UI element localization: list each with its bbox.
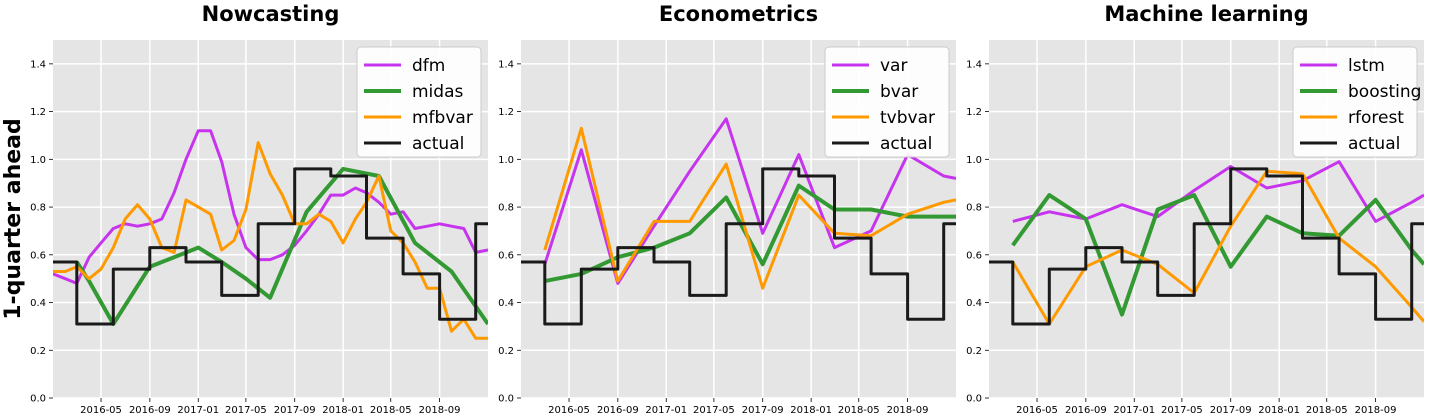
x-tick-label: 2016-09	[597, 405, 639, 416]
chart-title: Nowcasting	[202, 2, 340, 26]
x-tick-label: 2016-09	[129, 405, 171, 416]
x-tick-label: 2016-05	[548, 405, 590, 416]
x-tick-label: 2018-01	[1258, 405, 1300, 416]
y-tick-label: 0.6	[30, 250, 46, 261]
series-line-dfm	[53, 129, 488, 285]
y-tick-label: 0.2	[498, 346, 514, 357]
legend-label-actual: actual	[1348, 134, 1400, 154]
y-tick-label: 1.4	[30, 59, 46, 70]
x-tick-label: 2017-01	[177, 405, 219, 416]
legend-box	[1292, 46, 1418, 158]
x-tick-label: 2018-05	[370, 405, 412, 416]
y-tick-label: 1.0	[498, 155, 514, 166]
x-tick-label: 2018-09	[887, 405, 929, 416]
x-tick-label: 2017-05	[225, 405, 267, 416]
panel-machine-learning: 0.0 0.2 0.4 0.6 0.8 1.0 1.2 1.4 2016-05 2016-09 20…	[966, 2, 1424, 416]
y-tick-label: 0.4	[498, 298, 514, 309]
chart-title: Econometrics	[659, 2, 818, 26]
y-tick-label: 1.2	[498, 107, 514, 118]
x-tick-label: 2018-01	[790, 405, 832, 416]
y-tick-label: 1.2	[30, 107, 46, 118]
x-tick-label: 2017-01	[1113, 405, 1155, 416]
series-group	[989, 160, 1424, 326]
y-tick-label: 0.0	[966, 394, 982, 405]
series-line-actual	[521, 167, 956, 326]
y-tick-label: 1.0	[966, 155, 982, 166]
legend-label-rforest: rforest	[1348, 108, 1404, 128]
legend-label-bvar: bvar	[880, 82, 918, 102]
legend-label-actual: actual	[880, 134, 932, 154]
y-tick-label: 1.4	[966, 59, 982, 70]
x-tick-label: 2018-01	[322, 405, 364, 416]
legend-label-mfbvar: mfbvar	[412, 108, 473, 128]
y-tick-label: 1.4	[498, 59, 514, 70]
x-tick-label: 2016-05	[80, 405, 122, 416]
y-tick-label: 0.2	[30, 346, 46, 357]
y-tick-label: 0.0	[498, 394, 514, 405]
chart-title: Machine learning	[1104, 2, 1308, 26]
x-tick-label: 2016-05	[1016, 405, 1058, 416]
legend-box	[824, 46, 950, 158]
legend: dfm midas mfbvar actual	[356, 46, 482, 158]
y-tick-label: 0.8	[966, 203, 982, 214]
y-tick-label: 0.0	[30, 394, 46, 405]
x-tick-label: 2018-05	[1306, 405, 1348, 416]
series-line-actual	[53, 167, 488, 326]
series-line-actual	[989, 167, 1424, 326]
legend: lstm boosting rforest actual	[1292, 46, 1421, 158]
x-tick-label: 2017-05	[693, 405, 735, 416]
legend-label-boosting: boosting	[1348, 82, 1421, 102]
y-tick-label: 0.8	[498, 203, 514, 214]
legend-label-actual: actual	[412, 134, 464, 154]
legend-box	[356, 46, 482, 158]
x-tick-label: 2016-09	[1065, 405, 1107, 416]
panel-nowcasting: 0.0 0.2 0.4 0.6 0.8 1.0 1.2 1.4 2016-05 2016-09 20…	[1, 2, 488, 416]
y-tick-label: 1.0	[30, 155, 46, 166]
panel-econometrics: 0.0 0.2 0.4 0.6 0.8 1.0 1.2 1.4 2016-05 2016-09 20…	[498, 2, 956, 416]
x-tick-label: 2018-09	[1355, 405, 1397, 416]
x-tick-label: 2018-09	[419, 405, 461, 416]
y-tick-label: 0.4	[30, 298, 46, 309]
y-axis-label: 1-quarter ahead	[1, 118, 26, 320]
legend-label-dfm: dfm	[412, 56, 445, 76]
legend-label-midas: midas	[412, 82, 463, 102]
legend-label-tvbvar: tvbvar	[880, 108, 935, 128]
series-line-boosting	[1011, 193, 1424, 317]
legend: var bvar tvbvar actual	[824, 46, 950, 158]
y-tick-label: 0.4	[966, 298, 982, 309]
y-tick-label: 0.6	[966, 250, 982, 261]
y-tick-label: 0.2	[966, 346, 982, 357]
x-tick-label: 2017-09	[274, 405, 316, 416]
legend-label-var: var	[880, 56, 907, 76]
y-tick-label: 0.8	[30, 203, 46, 214]
series-group	[53, 129, 488, 340]
x-tick-label: 2018-05	[838, 405, 880, 416]
x-tick-label: 2017-01	[645, 405, 687, 416]
x-tick-label: 2017-09	[1210, 405, 1252, 416]
y-tick-label: 0.6	[498, 250, 514, 261]
series-line-mfbvar	[53, 141, 488, 340]
x-tick-label: 2017-09	[742, 405, 784, 416]
y-tick-label: 1.2	[966, 107, 982, 118]
x-tick-label: 2017-05	[1161, 405, 1203, 416]
series-line-tvbvar	[543, 126, 956, 290]
legend-label-lstm: lstm	[1348, 56, 1385, 76]
series-line-midas	[75, 166, 488, 326]
